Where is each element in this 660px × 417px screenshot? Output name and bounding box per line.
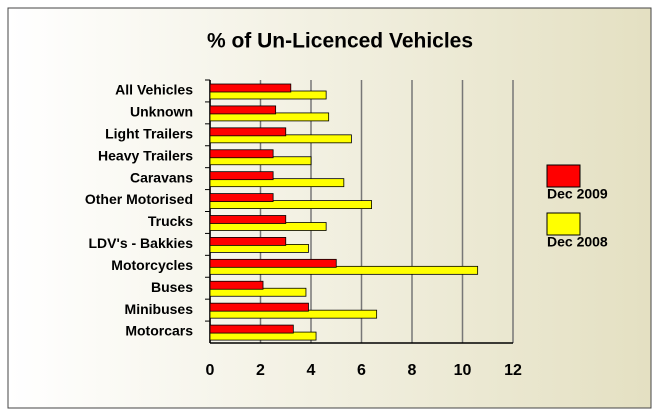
y-tick-label: Minibuses <box>125 301 194 317</box>
bar <box>209 324 294 334</box>
y-tick-label: Light Trailers <box>105 125 193 141</box>
x-tick-label: 12 <box>504 362 522 379</box>
bar <box>209 105 277 115</box>
bar <box>209 149 274 159</box>
bar <box>209 237 287 246</box>
y-tick-label: All Vehicles <box>115 82 193 98</box>
y-tick-label: Caravans <box>130 169 193 185</box>
x-tick-label: 4 <box>307 362 316 379</box>
x-tick-label: 0 <box>206 362 215 379</box>
y-tick-label: LDV's - Bakkies <box>89 235 194 251</box>
bar <box>209 171 274 181</box>
legend-label: Dec 2009 <box>547 186 608 202</box>
x-tick-label: 2 <box>256 362 265 379</box>
bar <box>209 280 264 290</box>
bar <box>209 178 345 188</box>
bar <box>209 215 287 224</box>
y-tick-label: Heavy Trailers <box>98 147 193 163</box>
bar <box>209 200 373 209</box>
bar <box>209 302 309 312</box>
bar <box>209 265 479 275</box>
legend-label: Dec 2008 <box>547 234 608 250</box>
y-tick-label: Buses <box>151 279 193 295</box>
y-tick-label: Motorcars <box>125 323 193 339</box>
x-tick-label: 10 <box>454 362 472 379</box>
chart-title: % of Un-Licenced Vehicles <box>207 30 473 53</box>
y-tick-label: Other Motorised <box>85 191 193 207</box>
y-tick-label: Trucks <box>148 213 193 229</box>
x-tick-label: 8 <box>408 362 417 379</box>
legend-swatch <box>546 164 581 188</box>
x-tick-label: 6 <box>357 362 366 379</box>
bar <box>209 83 292 93</box>
y-tick-label: Unknown <box>130 104 193 120</box>
legend-swatch <box>546 212 581 236</box>
y-tick-label: Motorcycles <box>111 257 193 273</box>
bar <box>209 193 274 202</box>
bar <box>209 127 287 137</box>
bar <box>209 258 337 268</box>
